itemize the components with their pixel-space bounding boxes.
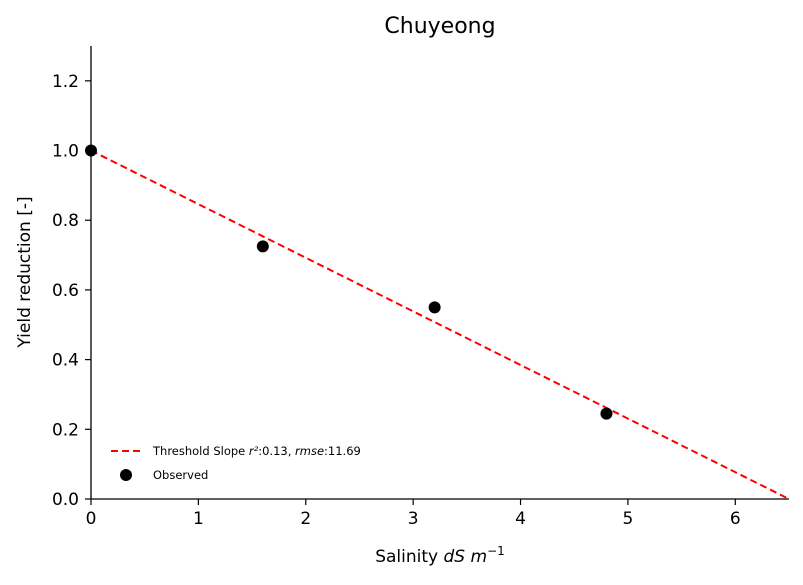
observed-points-layer: [85, 144, 613, 420]
x-tick-label: 0: [86, 509, 97, 529]
x-axis-label-superscript: −1: [487, 544, 505, 558]
threshold-slope-line: [90, 149, 790, 500]
legend-threshold-rmse-label: rmse: [295, 444, 324, 458]
x-ticks: 0 1 2 3 4 5 6: [86, 499, 741, 529]
x-tick-label: 5: [623, 509, 634, 529]
observed-point: [600, 407, 613, 420]
x-axis-label-prefix: Salinity: [375, 547, 443, 567]
y-tick-label: 1.2: [52, 72, 79, 92]
chart-title: Chuyeong: [384, 14, 495, 39]
legend-threshold-rmse-value: :11.69: [324, 444, 361, 458]
y-tick-label: 0.6: [52, 281, 79, 301]
observed-point: [428, 301, 441, 314]
threshold-slope-layer: [90, 149, 790, 500]
y-tick-label: 0.4: [52, 351, 79, 371]
y-axis-label: Yield reduction [-]: [15, 196, 35, 348]
legend-threshold-prefix: Threshold Slope: [152, 444, 249, 458]
y-tick-label: 0.8: [52, 211, 79, 231]
y-tick-label: 0.2: [52, 420, 79, 440]
y-ticks: 0.0 0.2 0.4 0.6 0.8 1.0 1.2: [52, 72, 91, 510]
x-tick-label: 4: [515, 509, 526, 529]
observed-point: [256, 240, 269, 253]
legend-observed-label: Observed: [153, 468, 208, 482]
observed-point: [85, 144, 97, 157]
legend-threshold-r2-label: r²: [249, 444, 259, 458]
x-axis-label-unit: dS m: [444, 547, 488, 567]
y-tick-label: 0.0: [52, 490, 79, 510]
x-tick-label: 2: [300, 509, 311, 529]
legend-threshold-r2-value: :0.13,: [258, 444, 295, 458]
x-tick-label: 3: [408, 509, 419, 529]
legend-observed-marker: [120, 469, 132, 481]
x-tick-label: 1: [193, 509, 204, 529]
x-axis-label: Salinity dS m−1: [375, 544, 505, 567]
y-tick-label: 1.0: [52, 142, 79, 162]
legend-threshold-label: Threshold Slope r²:0.13, rmse:11.69: [152, 444, 361, 458]
x-tick-label: 6: [730, 509, 741, 529]
legend: Threshold Slope r²:0.13, rmse:11.69 Obse…: [111, 444, 361, 482]
